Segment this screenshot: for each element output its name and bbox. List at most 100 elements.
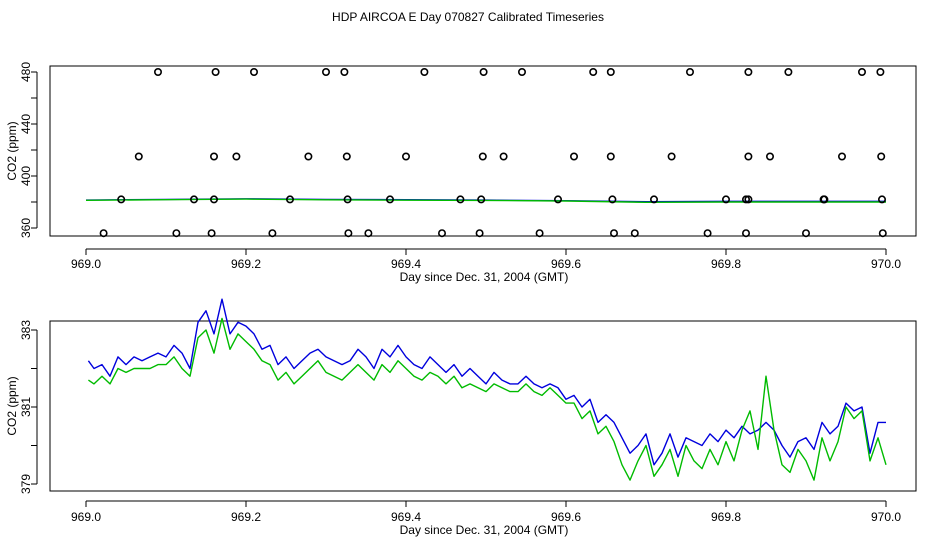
x-tick-label: 969.0: [71, 510, 101, 524]
calibration-point: [475, 229, 484, 238]
calibration-points: [99, 68, 887, 238]
series-line-green: [85, 198, 886, 204]
calibration-point: [878, 229, 887, 238]
calibration-point: [343, 195, 352, 204]
plot-frame: [49, 320, 917, 492]
calibration-point: [801, 229, 810, 238]
calibration-point: [667, 152, 676, 161]
calibration-point: [385, 195, 394, 204]
calibration-point: [304, 152, 313, 161]
calibration-point: [606, 68, 615, 77]
series-line-blue: [87, 298, 886, 466]
calibration-point: [342, 152, 351, 161]
x-tick-label: 969.6: [551, 257, 581, 271]
calibration-point: [154, 68, 163, 77]
x-axis: 969.0 969.2 969.4 969.6 969.8 970.0: [71, 500, 901, 524]
calibration-point: [837, 152, 846, 161]
calibration-point: [117, 195, 126, 204]
x-axis-label: Day since Dec. 31, 2004 (GMT): [400, 523, 569, 537]
y-tick-label: 480: [19, 62, 33, 82]
calibration-point: [479, 68, 488, 77]
calibration-point: [477, 195, 486, 204]
calibration-point: [876, 68, 885, 77]
y-tick-label: 440: [19, 114, 33, 134]
calibration-point: [877, 195, 886, 204]
y-tick-label: 400: [19, 166, 33, 186]
calibration-point: [99, 229, 108, 238]
calibration-point: [437, 229, 446, 238]
calibration-point: [344, 229, 353, 238]
calibration-point: [499, 152, 508, 161]
co2-calibration-panel: Day since Dec. 31, 2004 (GMT) CO2 (ppm) …: [5, 62, 917, 284]
calibration-point: [517, 68, 526, 77]
y-tick-label: 379: [19, 474, 33, 494]
calibration-point: [190, 195, 199, 204]
calibration-point: [630, 229, 639, 238]
calibration-point: [609, 229, 618, 238]
series-lines: [85, 198, 886, 204]
calibration-point: [649, 195, 658, 204]
calibration-point: [703, 229, 712, 238]
calibration-point: [285, 195, 294, 204]
y-axis-label: CO2 (ppm): [5, 121, 19, 180]
calibration-point: [553, 195, 562, 204]
x-axis: 969.0 969.2 969.4 969.6 969.8 970.0: [71, 248, 901, 271]
calibration-point: [321, 68, 330, 77]
calibration-point: [569, 152, 578, 161]
x-tick-label: 969.8: [711, 257, 741, 271]
x-tick-label: 969.0: [71, 257, 101, 271]
y-axis: 360 400 440 480: [19, 62, 38, 238]
figure-title: HDP AIRCOA E Day 070827 Calibrated Times…: [332, 10, 604, 24]
y-axis-label: CO2 (ppm): [5, 376, 19, 435]
calibration-point: [250, 68, 259, 77]
calibration-point: [420, 68, 429, 77]
calibration-point: [589, 68, 598, 77]
calibration-point: [721, 195, 730, 204]
y-axis: 379 381 383: [19, 320, 38, 494]
co2-timeseries-panel: Day since Dec. 31, 2004 (GMT) CO2 (ppm) …: [5, 298, 917, 537]
x-tick-label: 969.8: [711, 510, 741, 524]
calibration-point: [741, 195, 750, 204]
calibration-point: [364, 229, 373, 238]
calibration-point: [744, 195, 753, 204]
calibration-point: [401, 152, 410, 161]
calibration-point: [210, 152, 219, 161]
x-tick-label: 970.0: [871, 510, 901, 524]
x-tick-label: 969.6: [551, 510, 581, 524]
x-tick-label: 970.0: [871, 257, 901, 271]
calibration-point: [784, 68, 793, 77]
y-tick-label: 383: [19, 320, 33, 340]
x-axis-label: Day since Dec. 31, 2004 (GMT): [400, 270, 569, 284]
calibration-point: [741, 229, 750, 238]
x-tick-label: 969.2: [231, 510, 261, 524]
calibration-point: [172, 229, 181, 238]
calibration-point: [685, 68, 694, 77]
calibration-point: [744, 68, 753, 77]
calibration-point: [268, 229, 277, 238]
calibration-point: [210, 195, 219, 204]
x-tick-label: 969.2: [231, 257, 261, 271]
calibration-point: [606, 152, 615, 161]
calibration-point: [608, 195, 617, 204]
calibration-point: [211, 68, 220, 77]
calibration-point: [877, 152, 886, 161]
calibration-point: [456, 195, 465, 204]
calibration-point: [820, 195, 829, 204]
x-tick-label: 969.4: [391, 257, 421, 271]
calibration-point: [535, 229, 544, 238]
calibration-point: [765, 152, 774, 161]
calibration-point: [207, 229, 216, 238]
y-tick-label: 381: [19, 397, 33, 417]
calibration-point: [340, 68, 349, 77]
calibration-point: [232, 152, 241, 161]
plot-frame: [49, 65, 917, 237]
x-tick-label: 969.4: [391, 510, 421, 524]
y-tick-label: 360: [19, 218, 33, 238]
series-lines: [87, 298, 887, 481]
calibration-point: [134, 152, 143, 161]
calibration-point: [744, 152, 753, 161]
calibration-point: [857, 68, 866, 77]
calibration-point: [478, 152, 487, 161]
series-line-green: [88, 317, 887, 481]
